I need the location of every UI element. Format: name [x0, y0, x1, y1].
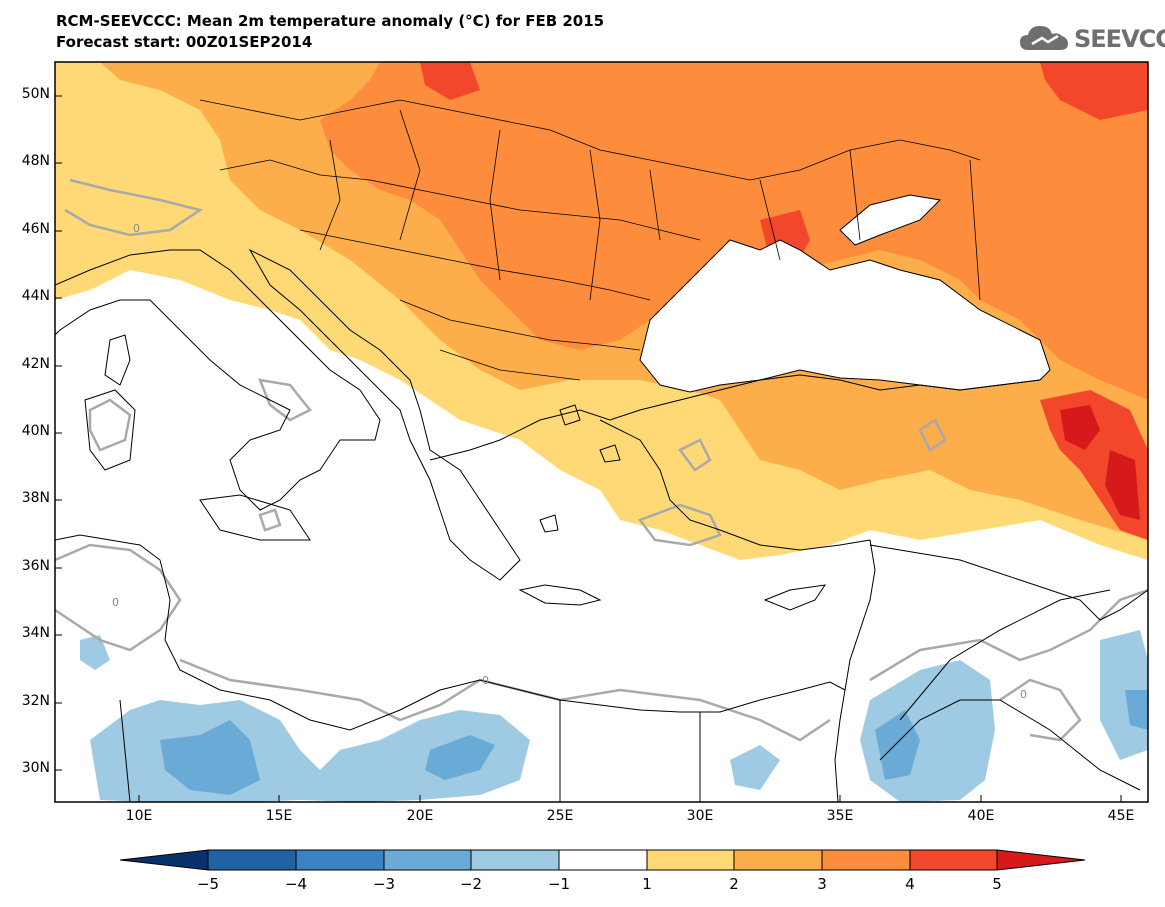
map-fill-layer	[55, 62, 1148, 802]
colorbar-segment--3--2	[383, 849, 472, 871]
country-borders	[199, 99, 981, 381]
lat-label: 32N	[21, 693, 50, 709]
colorbar-segment-gt-5	[996, 849, 1086, 871]
lon-label: 15E	[265, 808, 293, 824]
contour-label: 0	[112, 596, 119, 609]
lat-label: 36N	[21, 558, 50, 574]
colorbar-tick-label: −3	[372, 875, 396, 893]
colorbar	[119, 849, 1086, 871]
colorbar-segment-4-5	[909, 849, 998, 871]
colorbar-segment-3-4	[821, 849, 911, 871]
colorbar-tick-label: −1	[547, 875, 571, 893]
contour-label: 0	[1020, 688, 1027, 701]
colorbar-tick-label: 3	[817, 875, 827, 893]
map-frame	[54, 61, 1149, 803]
lon-label: 20E	[406, 808, 434, 824]
axis-ticks	[55, 95, 1122, 802]
colorbar-tick-label: 1	[642, 875, 652, 893]
logo-text: SEEVCCC	[1074, 25, 1165, 53]
anomaly-band-minus2-minus3-arabia	[875, 690, 1148, 780]
colorbar-tick-label: −5	[196, 875, 220, 893]
colorbar-segment-1-2	[646, 849, 735, 871]
lon-label: 30E	[686, 808, 714, 824]
lon-label: 25E	[546, 808, 574, 824]
lat-label: 30N	[21, 760, 50, 776]
colorbar-segment-lt-5	[119, 849, 209, 871]
lon-label: 35E	[826, 808, 854, 824]
colorbar-tick-label: −2	[459, 875, 483, 893]
coastlines	[55, 248, 1148, 802]
anomaly-band-gt5	[1060, 405, 1140, 520]
colorbar-tick-label: 4	[905, 875, 915, 893]
lat-label: 42N	[21, 356, 50, 372]
colorbar-segment--1-1	[558, 849, 648, 871]
zero-contours	[55, 178, 1148, 742]
lon-label: 10E	[125, 808, 153, 824]
colorbar-tick-label: 5	[992, 875, 1002, 893]
lat-label: 50N	[21, 86, 50, 102]
lat-label: 38N	[21, 490, 50, 506]
anomaly-band-minus2-minus3-africa	[160, 720, 495, 795]
colorbar-segment--4--3	[295, 849, 385, 871]
lon-label: 45E	[1107, 808, 1135, 824]
colorbar-tick-label: −4	[284, 875, 308, 893]
colorbar-tick-label: 2	[729, 875, 739, 893]
colorbar-segment--2--1	[470, 849, 560, 871]
colorbar-segment--5--4	[207, 849, 297, 871]
black-sea	[639, 239, 1051, 393]
map-title: RCM-SEEVCCC: Mean 2m temperature anomaly…	[56, 12, 605, 30]
azov-sea	[839, 194, 942, 246]
lat-label: 44N	[21, 288, 50, 304]
anomaly-band-4-5-north	[420, 62, 1148, 275]
lat-label: 40N	[21, 423, 50, 439]
lat-label: 46N	[21, 221, 50, 237]
contour-label: 0	[133, 222, 140, 235]
lat-label: 34N	[21, 625, 50, 641]
contour-labels: 0 0 0 0	[112, 222, 1027, 701]
lon-label: 40E	[967, 808, 995, 824]
contour-label: 0	[482, 674, 489, 687]
colorbar-segment-2-3	[733, 849, 823, 871]
anomaly-band-3-4	[320, 62, 1148, 400]
map-subtitle: Forecast start: 00Z01SEP2014	[56, 33, 313, 51]
cloud-icon	[1020, 26, 1068, 50]
seevccc-logo: SEEVCCC	[1018, 22, 1165, 54]
lat-label: 48N	[21, 153, 50, 169]
